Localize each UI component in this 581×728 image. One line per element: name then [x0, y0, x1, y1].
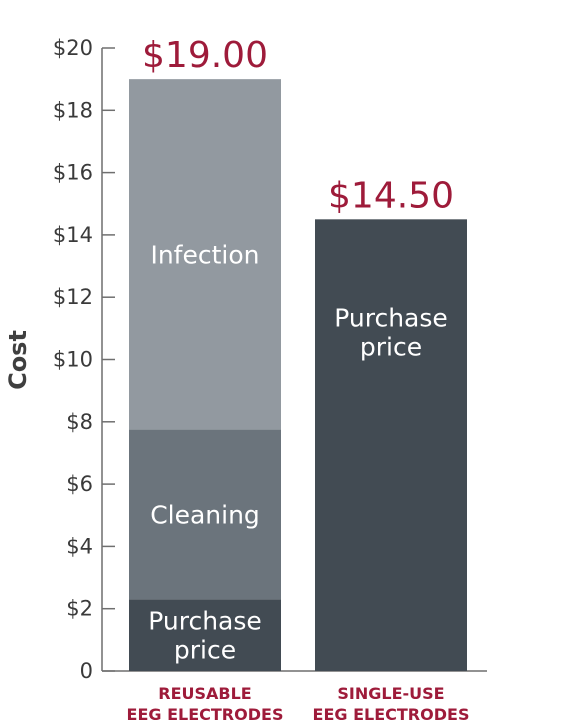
- y-tick-label: $14: [53, 223, 93, 247]
- y-tick-label: $2: [66, 597, 93, 621]
- category-label-reusable: REUSABLE: [158, 684, 251, 703]
- y-tick-label: $18: [53, 98, 93, 122]
- y-axis-title: Cost: [4, 330, 32, 390]
- total-label-single-use: $14.50: [328, 175, 454, 216]
- total-label-reusable: $19.00: [142, 35, 268, 76]
- y-tick-label: $10: [53, 348, 93, 372]
- segment-label: Infection: [150, 240, 259, 269]
- y-tick-label: $12: [53, 285, 93, 309]
- bar-segment-reusable-cleaning: [129, 429, 281, 600]
- segment-label: price: [360, 333, 422, 362]
- axis-layer: 0 $2 $4 $6 $8 $10 $12 $14 $16 $18 $20: [53, 36, 487, 683]
- labels-layer: PurchasepriceCleaningInfection$19.00REUS…: [127, 35, 470, 724]
- y-tick-label: $16: [53, 161, 93, 185]
- segment-label: price: [174, 636, 236, 665]
- category-label-single-use: EEG ELECTRODES: [313, 705, 470, 724]
- segment-label: Purchase: [334, 304, 448, 333]
- y-tick-label: $4: [66, 534, 93, 558]
- y-tick-label: $8: [66, 410, 93, 434]
- segment-label: Purchase: [148, 607, 262, 636]
- bars-layer: [129, 79, 467, 671]
- bar-segment-single-use-purchase-price: [315, 219, 467, 671]
- category-label-reusable: EEG ELECTRODES: [127, 705, 284, 724]
- y-tick-label: $6: [66, 472, 93, 496]
- segment-label: Cleaning: [150, 500, 260, 529]
- category-label-single-use: SINGLE-USE: [337, 684, 444, 703]
- bar-segment-reusable-infection: [129, 79, 281, 430]
- y-tick-label: 0: [80, 659, 93, 683]
- y-tick-label: $20: [53, 36, 93, 60]
- bar-segment-reusable-purchase-price: [129, 599, 281, 671]
